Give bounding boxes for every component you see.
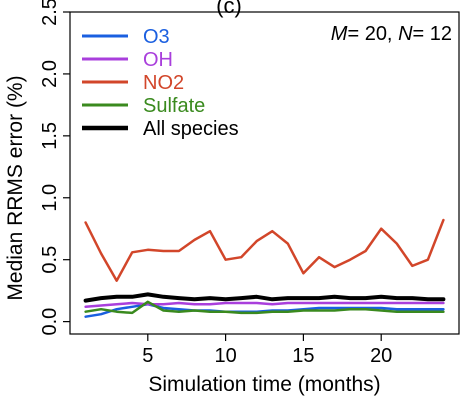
series-lines (83, 218, 446, 318)
chart-title: (c) (216, 0, 242, 18)
y-axis: 0.0 0.5 1.0 1.5 2.0 2.5 (39, 0, 70, 336)
x-tick-label: 5 (142, 345, 153, 367)
x-tick-label: 15 (292, 345, 314, 367)
legend-label: Sulfate (143, 95, 205, 117)
n-label: N (398, 23, 413, 45)
x-axis: 5 10 15 20 (142, 334, 392, 367)
plot-frame (69, 11, 460, 335)
y-tick-label: 0.0 (39, 308, 61, 336)
series-line-sulfate (84, 300, 445, 315)
series-line-all-species (83, 292, 446, 303)
legend-label: NO2 (143, 72, 184, 94)
plot-border (69, 11, 460, 335)
m-label: M (331, 23, 348, 45)
legend-label: O3 (143, 26, 170, 48)
x-tick-label: 10 (214, 345, 236, 367)
x-axis-label: Simulation time (months) (148, 373, 380, 396)
x-tick-label: 20 (370, 345, 392, 367)
legend-label: All species (143, 118, 239, 140)
y-tick-label: 0.5 (39, 246, 61, 274)
m-value: = 20, (347, 23, 398, 45)
y-axis-label: Median RRMS error (%) (4, 75, 27, 300)
y-tick-label: 2.0 (39, 60, 61, 88)
y-tick-label: 1.5 (39, 122, 61, 150)
series-line-no2 (84, 218, 445, 282)
legend-label: OH (143, 49, 173, 71)
y-tick-label: 2.5 (39, 0, 61, 26)
n-value: = 12 (413, 23, 452, 45)
mn-annotation: M= 20, N= 12 (331, 23, 452, 45)
y-tick-label: 1.0 (39, 184, 61, 212)
